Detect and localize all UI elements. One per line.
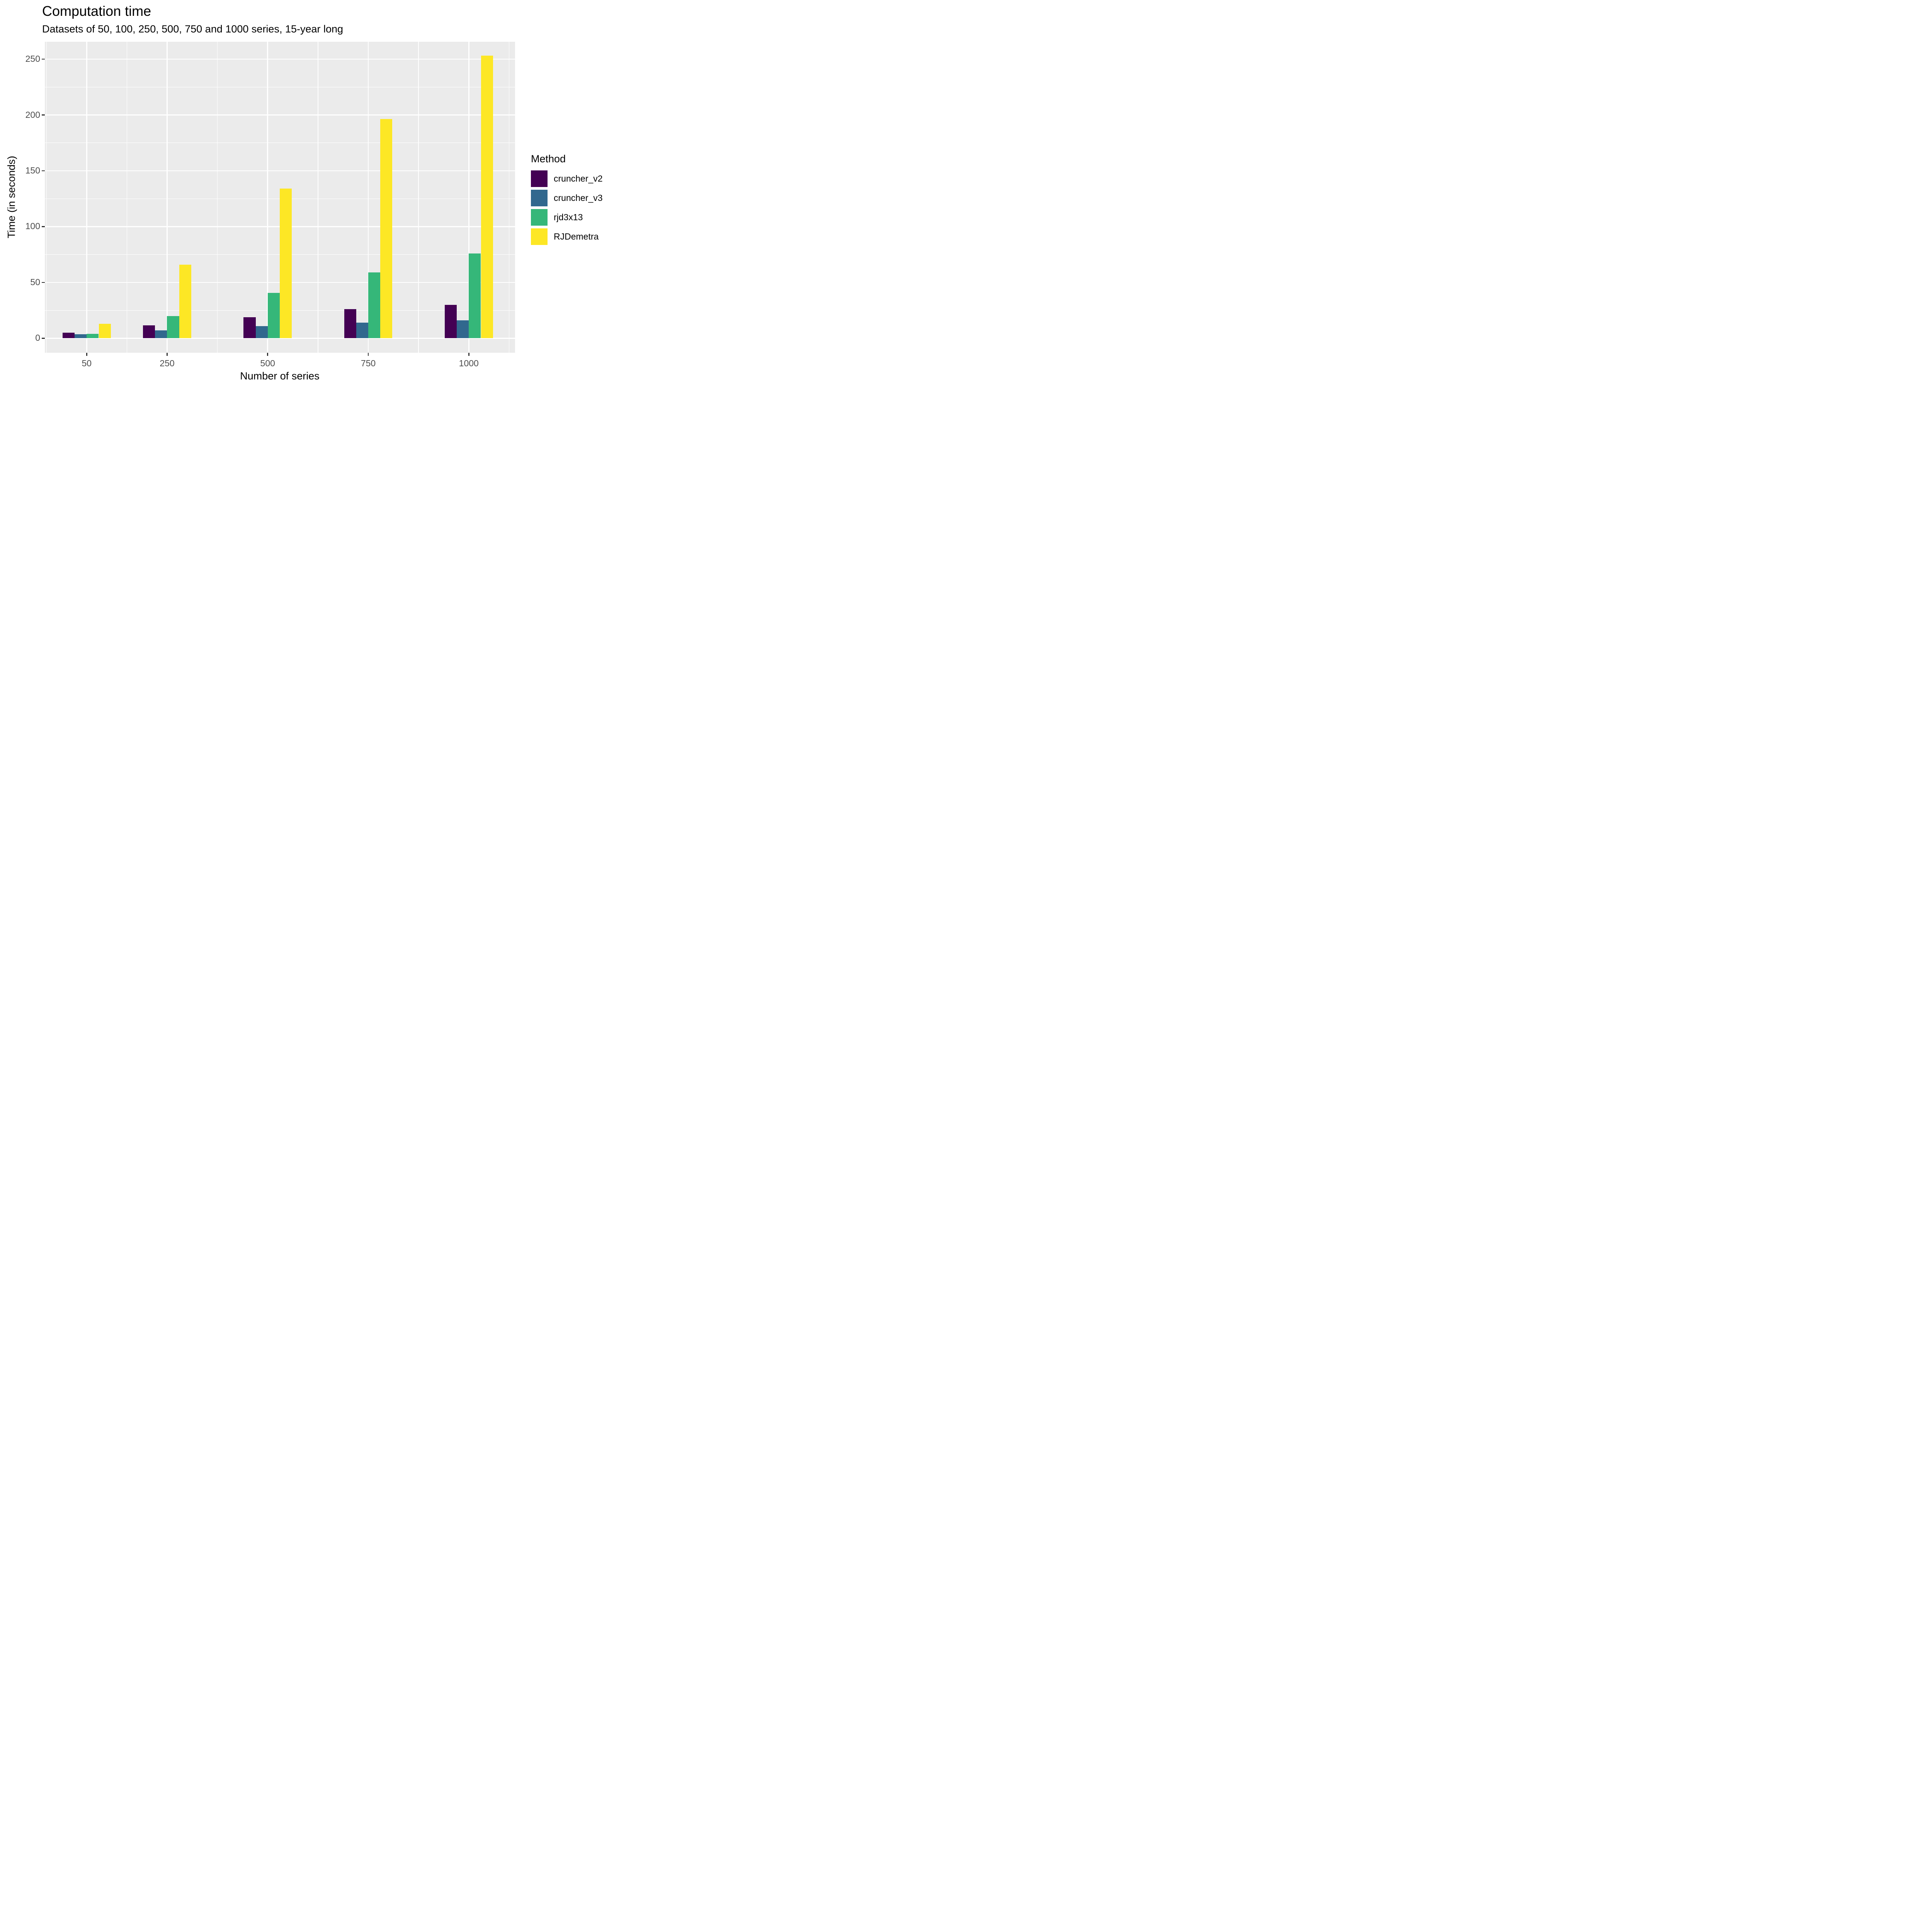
legend-title: Method <box>531 153 566 165</box>
chart-subtitle: Datasets of 50, 100, 250, 500, 750 and 1… <box>42 23 344 35</box>
legend-item-rjd3x13: rjd3x13 <box>531 209 603 226</box>
x-tick-label-750: 750 <box>361 358 376 368</box>
legend: Method cruncher_v2 cruncher_v3 rjd3x13 RJDe… <box>531 153 603 248</box>
bar-cruncher_v2-500 <box>243 317 256 338</box>
legend-swatch-RJDemetra <box>531 228 548 245</box>
legend-swatch-cruncher_v3 <box>531 190 548 206</box>
bar-RJDemetra-250 <box>179 264 191 338</box>
legend-item-cruncher_v2: cruncher_v2 <box>531 170 603 187</box>
gridline-major-v <box>468 42 469 353</box>
legend-label: RJDemetra <box>554 231 599 242</box>
x-tick-label-50: 50 <box>82 358 92 368</box>
gridline-major-h <box>45 58 515 60</box>
bar-cruncher_v3-250 <box>155 330 167 338</box>
x-tick-mark <box>468 353 469 356</box>
gridline-minor-v <box>217 42 218 353</box>
x-tick-label-500: 500 <box>260 358 275 368</box>
plot-panel <box>45 42 515 353</box>
bar-RJDemetra-50 <box>99 323 111 338</box>
x-tick-mark <box>86 353 87 356</box>
legend-swatch-cruncher_v2 <box>531 170 548 187</box>
y-tick-mark <box>42 58 45 60</box>
y-tick-mark <box>42 338 45 339</box>
bar-RJDemetra-1000 <box>481 56 493 338</box>
gridline-major-v <box>86 42 87 353</box>
gridline-major-h <box>45 114 515 116</box>
bar-cruncher_v3-750 <box>356 322 368 338</box>
bar-RJDemetra-750 <box>380 119 393 338</box>
x-axis-title: Number of series <box>240 370 320 382</box>
x-tick-label-250: 250 <box>160 358 175 368</box>
bar-rjd3x13-500 <box>267 293 280 338</box>
bar-rjd3x13-50 <box>87 333 99 338</box>
legend-item-RJDemetra: RJDemetra <box>531 228 603 245</box>
gridline-major-v <box>267 42 269 353</box>
legend-label: cruncher_v2 <box>554 173 603 184</box>
bar-rjd3x13-250 <box>167 316 179 338</box>
legend-label: cruncher_v3 <box>554 193 603 203</box>
gridline-major-h <box>45 170 515 172</box>
bar-rjd3x13-750 <box>368 272 381 338</box>
y-tick-mark <box>42 170 45 172</box>
legend-items: cruncher_v2 cruncher_v3 rjd3x13 RJDemetra <box>531 170 603 245</box>
bar-cruncher_v3-500 <box>255 326 268 338</box>
gridline-major-v <box>367 42 369 353</box>
gridline-major-v <box>167 42 168 353</box>
legend-label: rjd3x13 <box>554 212 583 222</box>
x-tick-mark <box>167 353 168 356</box>
y-tick-mark <box>42 114 45 116</box>
y-tick-label-100: 100 <box>25 221 40 231</box>
y-tick-label-200: 200 <box>25 109 40 120</box>
y-tick-mark <box>42 226 45 227</box>
x-tick-label-1000: 1000 <box>459 358 479 368</box>
y-tick-label-0: 0 <box>35 333 40 343</box>
x-tick-mark <box>367 353 369 356</box>
gridline-minor-v <box>46 42 47 353</box>
y-tick-label-250: 250 <box>25 54 40 64</box>
legend-swatch-rjd3x13 <box>531 209 548 226</box>
legend-item-cruncher_v3: cruncher_v3 <box>531 190 603 206</box>
bar-cruncher_v2-50 <box>62 332 75 338</box>
gridline-major-h <box>45 338 515 339</box>
x-tick-mark <box>267 353 268 356</box>
bar-RJDemetra-500 <box>279 189 292 338</box>
bar-rjd3x13-1000 <box>469 253 481 338</box>
bar-cruncher_v2-250 <box>143 325 155 338</box>
y-tick-label-150: 150 <box>25 165 40 176</box>
chart-root: Computation time Datasets of 50, 100, 25… <box>0 0 618 386</box>
bar-cruncher_v3-50 <box>75 334 87 338</box>
chart-title: Computation time <box>42 3 151 19</box>
bar-cruncher_v2-750 <box>344 309 356 338</box>
bar-cruncher_v3-1000 <box>457 320 469 338</box>
bar-cruncher_v2-1000 <box>444 304 457 338</box>
y-tick-mark <box>42 282 45 283</box>
y-tick-label-50: 50 <box>30 277 40 287</box>
